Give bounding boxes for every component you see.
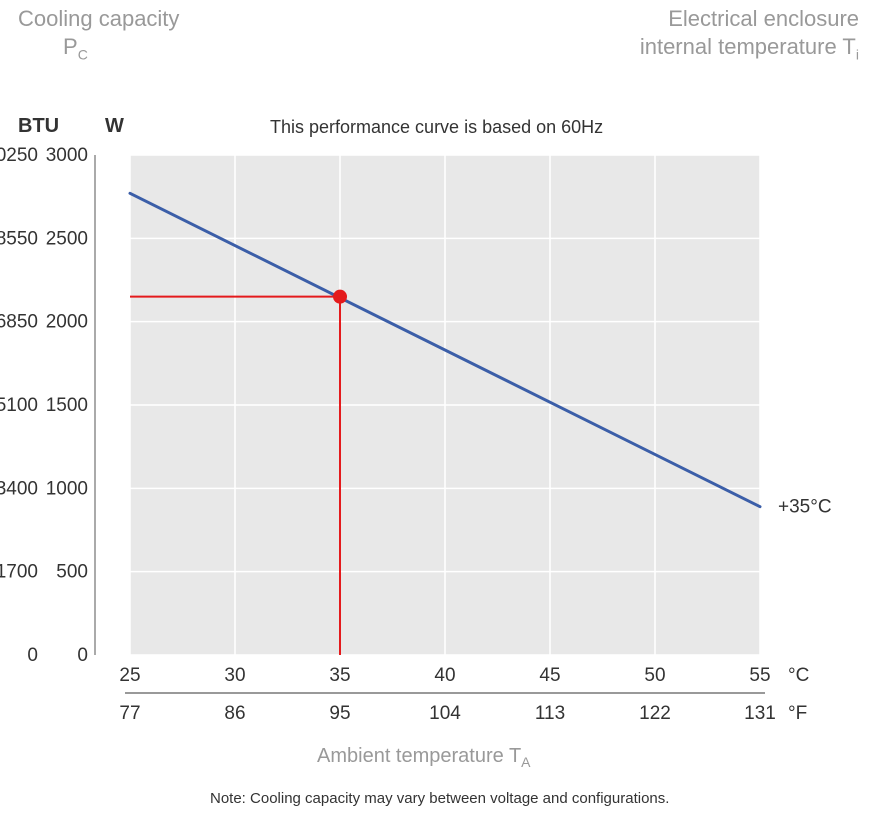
xtick-c: 50 bbox=[644, 665, 665, 686]
xtick-f: 122 bbox=[639, 703, 671, 724]
ytick-w: 2000 bbox=[46, 312, 88, 333]
marker-dot bbox=[333, 290, 347, 304]
performance-chart: 0 500 1000 1500 2000 2500 3000 0 1700 3400 5100 685… bbox=[0, 0, 877, 827]
xtick-c: 55 bbox=[749, 665, 770, 686]
xtick-f: 77 bbox=[119, 703, 140, 724]
xtick-c: 25 bbox=[119, 665, 140, 686]
xtick-f: 113 bbox=[535, 703, 565, 724]
xtick-f: 86 bbox=[224, 703, 245, 724]
xtick-c: 35 bbox=[329, 665, 350, 686]
ytick-btu: 6850 bbox=[0, 312, 38, 333]
xtick-c: 40 bbox=[434, 665, 455, 686]
xtick-c: 45 bbox=[539, 665, 560, 686]
ytick-w: 1500 bbox=[46, 395, 88, 416]
ytick-w: 1000 bbox=[46, 478, 88, 499]
ytick-btu: 10250 bbox=[0, 145, 38, 166]
ytick-w: 500 bbox=[56, 562, 88, 583]
ytick-btu: 0 bbox=[27, 645, 38, 666]
xtick-f: 131 bbox=[744, 703, 776, 724]
ytick-btu: 5100 bbox=[0, 395, 38, 416]
unit-c: °C bbox=[788, 665, 809, 686]
ytick-w: 3000 bbox=[46, 145, 88, 166]
ytick-btu: 1700 bbox=[0, 562, 38, 583]
series-end-label: +35°C bbox=[778, 497, 832, 518]
xtick-f: 104 bbox=[429, 703, 461, 724]
ytick-w: 0 bbox=[77, 645, 88, 666]
ytick-btu: 8550 bbox=[0, 228, 38, 249]
chart-note: Note: Cooling capacity may vary between … bbox=[210, 790, 669, 807]
ytick-btu: 3400 bbox=[0, 478, 38, 499]
unit-f: °F bbox=[788, 703, 807, 724]
xaxis-title: Ambient temperature TA bbox=[317, 745, 531, 770]
xtick-f: 95 bbox=[329, 703, 350, 724]
xtick-c: 30 bbox=[224, 665, 245, 686]
ytick-w: 2500 bbox=[46, 228, 88, 249]
